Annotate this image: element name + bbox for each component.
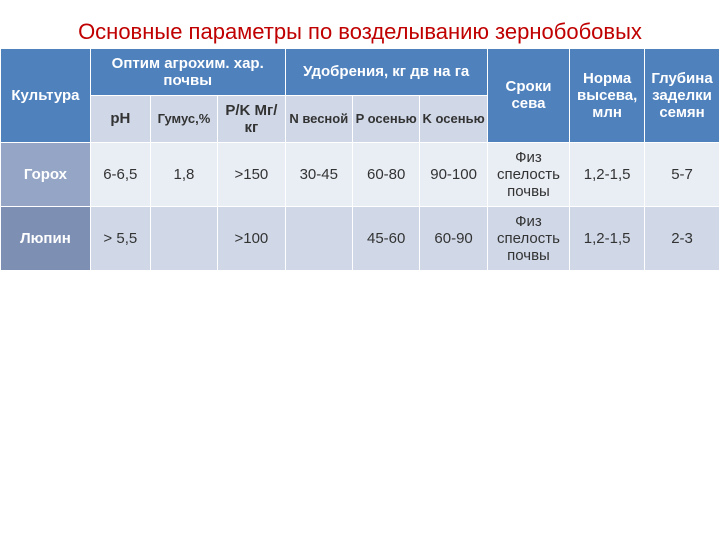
col-culture: Культура xyxy=(1,48,91,142)
cell-pk: >100 xyxy=(218,206,285,270)
colgroup-agro: Оптим агрохим. хар. почвы xyxy=(90,48,285,95)
header-row-1: Культура Оптим агрохим. хар. почвы Удобр… xyxy=(1,48,720,95)
col-pk: P/K Мг/кг xyxy=(218,95,285,142)
cell-sow: Физ спелость почвы xyxy=(487,142,569,206)
cell-ph: 6-6,5 xyxy=(90,142,150,206)
col-n-spring: N весной xyxy=(285,95,352,142)
cell-p: 60-80 xyxy=(352,142,419,206)
cell-depth: 5-7 xyxy=(645,142,720,206)
col-sowtime: Сроки сева xyxy=(487,48,569,142)
colgroup-fertilizer: Удобрения, кг дв на га xyxy=(285,48,487,95)
col-seedrate: Норма высева, млн xyxy=(570,48,645,142)
cell-rate: 1,2-1,5 xyxy=(570,142,645,206)
col-k-autumn: K осенью xyxy=(420,95,487,142)
cell-humus xyxy=(150,206,217,270)
cell-n: 30-45 xyxy=(285,142,352,206)
cell-n xyxy=(285,206,352,270)
col-p-autumn: P осенью xyxy=(352,95,419,142)
row-crop-label: Люпин xyxy=(1,206,91,270)
cell-k: 90-100 xyxy=(420,142,487,206)
table-row: Люпин> 5,5 >100 45-6060-90Физ спелость поч… xyxy=(1,206,720,270)
cell-depth: 2-3 xyxy=(645,206,720,270)
col-ph: pH xyxy=(90,95,150,142)
col-seeddepth: Глубина заделки семян xyxy=(645,48,720,142)
cell-sow: Физ спелость почвы xyxy=(487,206,569,270)
parameters-table: Культура Оптим агрохим. хар. почвы Удобр… xyxy=(0,48,720,271)
cell-ph: > 5,5 xyxy=(90,206,150,270)
cell-p: 45-60 xyxy=(352,206,419,270)
cell-pk: >150 xyxy=(218,142,285,206)
slide-title: Основные параметры по возделыванию зерно… xyxy=(0,18,720,46)
row-crop-label: Горох xyxy=(1,142,91,206)
slide: Основные параметры по возделыванию зерно… xyxy=(0,0,720,540)
cell-k: 60-90 xyxy=(420,206,487,270)
col-humus: Гумус,% xyxy=(150,95,217,142)
cell-rate: 1,2-1,5 xyxy=(570,206,645,270)
table-row: Горох6-6,51,8>15030-4560-8090-100Физ спе… xyxy=(1,142,720,206)
cell-humus: 1,8 xyxy=(150,142,217,206)
